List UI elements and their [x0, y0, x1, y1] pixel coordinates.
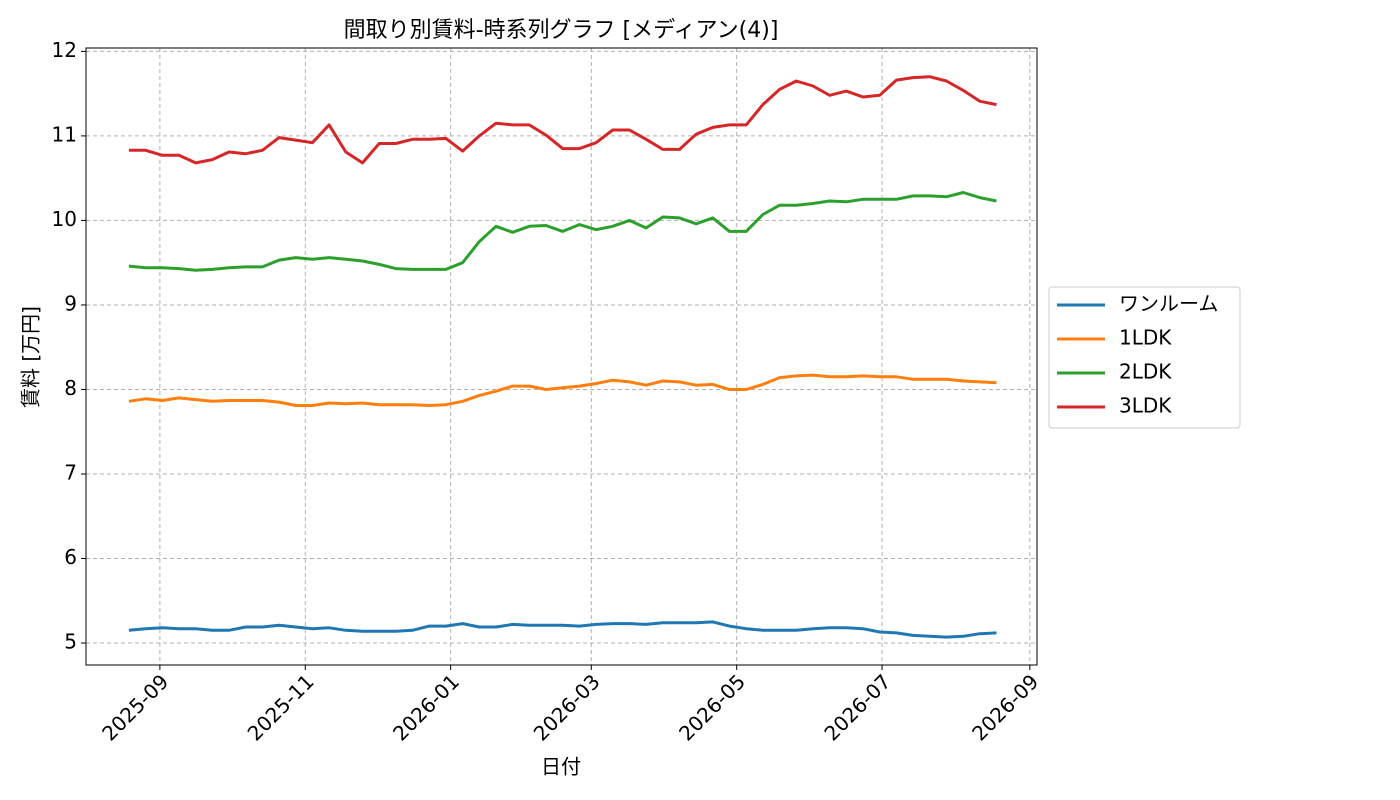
- y-tick-label: 6: [64, 545, 77, 569]
- y-tick-label: 8: [64, 376, 77, 400]
- x-tick-label: 2026-03: [529, 669, 605, 745]
- x-tick-label: 2025-11: [243, 669, 319, 745]
- y-tick-label: 9: [64, 291, 77, 315]
- y-tick-label: 7: [64, 460, 77, 484]
- y-tick-label: 12: [52, 38, 77, 62]
- line-series: [128, 620, 997, 639]
- x-tick-label: 2026-01: [388, 669, 464, 745]
- legend: ワンルーム 1LDK 2LDK 3LDK: [1048, 286, 1241, 429]
- y-tick-label: 10: [52, 207, 77, 231]
- legend-box: [1048, 286, 1241, 429]
- legend-label: ワンルーム: [1119, 292, 1218, 316]
- legend-label: 3LDK: [1119, 394, 1172, 418]
- x-tick-label: 2026-07: [819, 669, 895, 745]
- y-tick-label: 11: [52, 122, 77, 146]
- x-axis-label: 日付: [541, 755, 581, 779]
- y-axis-label: 賃料 [万円]: [19, 306, 43, 408]
- x-tick-label: 2026-05: [674, 669, 750, 745]
- line-series: [128, 191, 997, 272]
- legend-label: 2LDK: [1119, 360, 1172, 384]
- x-tick-label: 2025-09: [97, 669, 173, 745]
- y-tick-label: 5: [64, 630, 77, 654]
- line-series: [128, 373, 997, 407]
- legend-label: 1LDK: [1119, 326, 1172, 350]
- plot-frame: [85, 47, 1038, 666]
- x-tick-label: 2026-09: [967, 669, 1043, 745]
- chart-title: 間取り別賃料-時系列グラフ [メディアン(4)]: [344, 18, 779, 43]
- line-series: [128, 75, 997, 165]
